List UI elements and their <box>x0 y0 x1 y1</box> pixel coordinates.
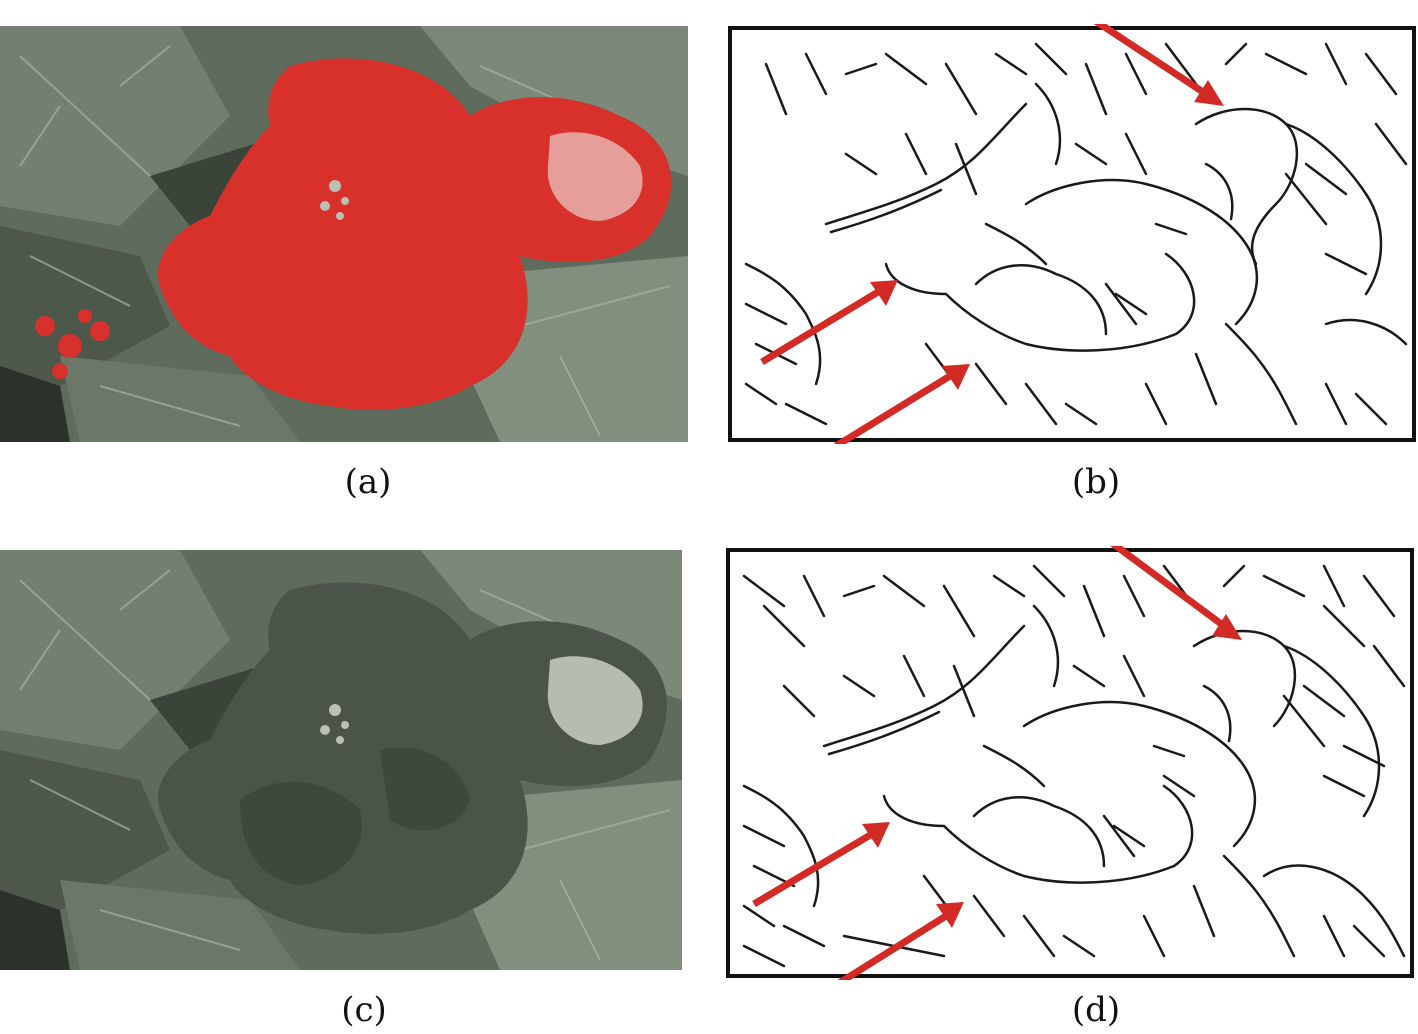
leaf-shape <box>0 226 170 386</box>
edge-lines <box>744 42 1408 426</box>
panel-a-svg <box>0 26 688 442</box>
leaf-shape <box>60 880 300 970</box>
arrow-bottom-left <box>837 902 964 980</box>
caption-b: (b) <box>1071 462 1121 502</box>
leaf-shape <box>0 890 70 970</box>
leaf-shape <box>0 366 70 442</box>
panel-b-svg <box>728 24 1416 444</box>
caption-a: (a) <box>344 462 392 502</box>
panel-b-image <box>726 24 1418 444</box>
arrow-middle-left <box>752 822 890 908</box>
panel-a-image <box>0 26 688 442</box>
petal-shading <box>240 747 470 885</box>
leaf-shape <box>0 26 230 226</box>
flower-center-detail <box>320 180 349 220</box>
panel-d-image <box>724 546 1418 980</box>
leaf-shape <box>0 750 170 910</box>
petal-highlight <box>547 132 643 221</box>
caption-d: (d) <box>1071 990 1121 1030</box>
edge-map-frame <box>726 548 1414 978</box>
arrow-top-right <box>1093 24 1224 106</box>
petal-highlight <box>547 656 643 745</box>
leaf-shape <box>0 550 230 750</box>
panel-c-image <box>0 550 682 970</box>
flower-center-detail <box>320 704 349 744</box>
arrow-bottom-left <box>834 364 970 444</box>
leaf-shape <box>60 356 300 442</box>
edge-map-frame <box>728 26 1416 442</box>
arrow-middle-left <box>760 280 898 365</box>
panel-d-svg <box>726 546 1414 980</box>
panel-c-svg <box>0 550 682 970</box>
arrows <box>752 546 1242 980</box>
highlighted-flower-region <box>158 58 672 410</box>
arrows <box>760 24 1224 444</box>
small-red-patches <box>35 309 110 379</box>
arrow-top-right <box>1110 546 1242 640</box>
caption-c: (c) <box>341 990 387 1030</box>
